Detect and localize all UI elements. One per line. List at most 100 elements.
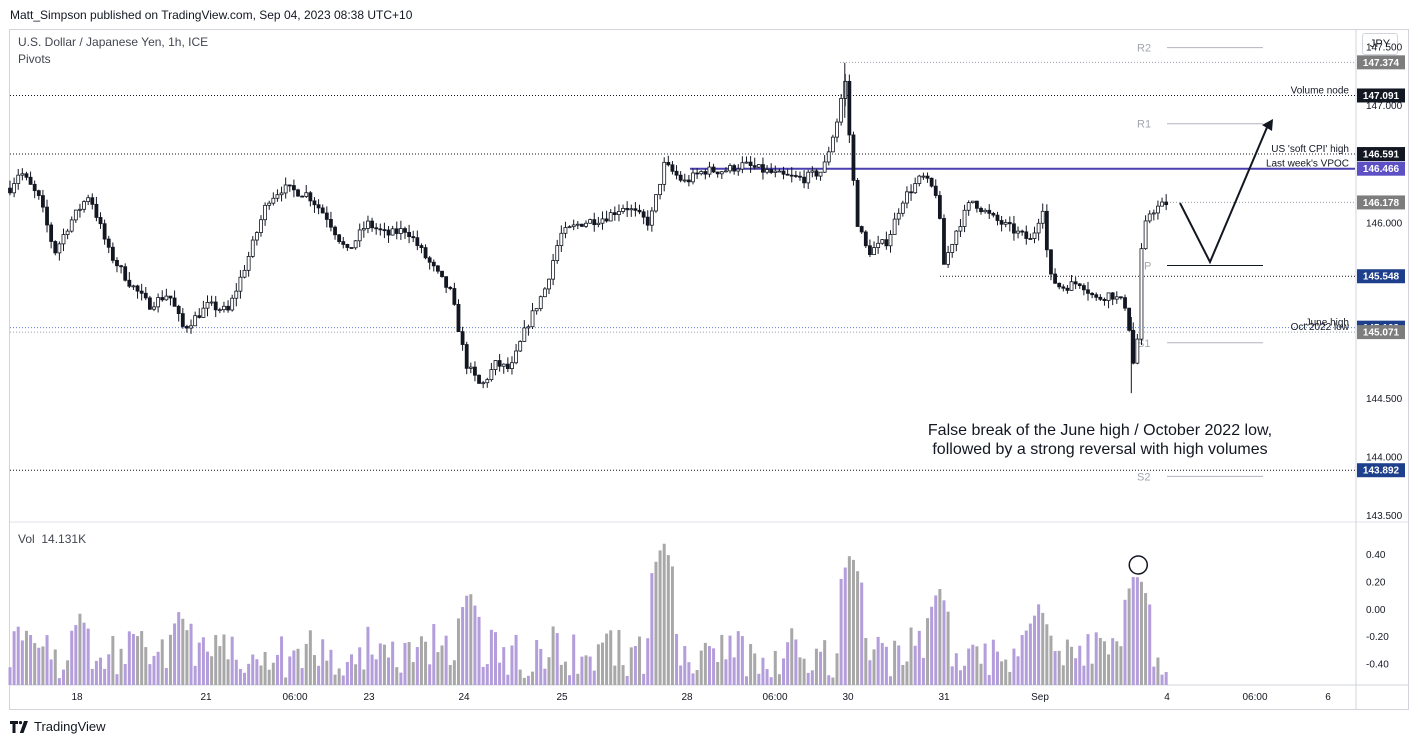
candle-body — [73, 209, 78, 221]
candle-body — [147, 297, 152, 310]
volume-bar — [1065, 639, 1069, 685]
volume-bar — [650, 573, 654, 685]
volume-bar — [123, 663, 127, 685]
candle-body — [917, 175, 922, 184]
candle-body — [929, 177, 934, 187]
candle-body — [1024, 231, 1029, 239]
volume-bar — [539, 648, 543, 685]
currency-button[interactable]: JPY — [1362, 33, 1398, 55]
volume-bar — [99, 657, 103, 685]
volume-bar — [1016, 656, 1020, 685]
price-tag — [1357, 55, 1405, 70]
volume-bar — [127, 631, 131, 685]
candle-body — [259, 219, 263, 233]
volume-bar — [395, 667, 399, 685]
pivot-label: S1 — [1137, 338, 1150, 350]
candle-body — [349, 247, 354, 249]
candle-body — [580, 223, 584, 227]
volume-bar — [617, 629, 621, 685]
volume-tick-label: -0.40 — [1366, 659, 1389, 670]
time-tick-label: 23 — [363, 692, 375, 703]
candle-body — [826, 151, 831, 163]
candle-body — [658, 183, 662, 196]
volume-bar — [317, 665, 321, 685]
candle-body — [966, 202, 971, 211]
volume-bar — [329, 649, 333, 685]
candle-body — [946, 252, 950, 265]
volume-bar — [806, 672, 810, 685]
level-label: Last week's VPOC — [1266, 159, 1349, 170]
candle-body — [987, 209, 992, 214]
time-tick-label: 18 — [71, 692, 83, 703]
volume-bar — [1086, 634, 1090, 685]
volume-bar — [860, 582, 864, 685]
volume-bar — [580, 656, 584, 685]
volume-bar — [366, 626, 370, 685]
candle-body — [695, 172, 700, 175]
candle-body — [300, 195, 305, 198]
volume-bar — [1102, 641, 1106, 685]
candle-body — [736, 168, 741, 172]
time-tick-label: 25 — [556, 692, 568, 703]
candle-body — [160, 297, 165, 301]
volume-bar — [716, 661, 720, 685]
volume-bar — [494, 632, 498, 685]
volume-bar — [399, 672, 403, 685]
volume-tick-label: 0.20 — [1366, 577, 1386, 588]
volume-highlight-circle — [1128, 555, 1149, 575]
candle-body — [530, 310, 535, 328]
volume-bar — [798, 657, 802, 685]
volume-bar — [744, 676, 748, 685]
candle-body — [806, 171, 811, 184]
candle-body — [518, 341, 523, 352]
volume-bar — [177, 612, 181, 685]
candle-body — [201, 307, 206, 318]
candle-body — [1077, 283, 1082, 286]
volume-bar — [1061, 665, 1065, 685]
candle-body — [1044, 210, 1049, 251]
candle-body — [489, 369, 494, 381]
candle-body — [950, 244, 955, 253]
volume-bar — [461, 607, 465, 685]
volume-bar — [786, 642, 790, 685]
candle-body — [94, 203, 99, 218]
volume-bar — [189, 623, 193, 685]
volume-bar — [642, 673, 646, 685]
candle-body — [1151, 212, 1156, 215]
volume-bar — [234, 659, 238, 685]
volume-bar — [703, 642, 707, 685]
volume-bar — [856, 571, 860, 685]
candle-body — [176, 305, 181, 315]
candle-body — [707, 166, 712, 175]
volume-bar — [1020, 635, 1024, 685]
candle-body — [230, 297, 235, 311]
candle-body — [423, 247, 428, 259]
candle-body — [139, 290, 144, 294]
candle-body — [1053, 273, 1057, 284]
candle-body — [888, 234, 893, 247]
candle-body — [975, 200, 979, 209]
volume-tick-label: 0.00 — [1366, 605, 1386, 616]
volume-bar — [325, 660, 329, 685]
time-tick-label: 30 — [842, 692, 854, 703]
volume-bar — [1139, 581, 1143, 685]
candle-body — [612, 212, 617, 216]
volume-bar — [90, 668, 94, 685]
candle-body — [970, 200, 975, 204]
candle-body — [1003, 222, 1008, 225]
volume-bar — [1045, 624, 1049, 685]
volume-bar — [773, 650, 777, 685]
tradingview-logo[interactable]: TradingView — [10, 719, 106, 734]
volume-bar — [934, 595, 938, 685]
volume-bar — [436, 652, 440, 685]
volume-bar — [761, 657, 765, 685]
candle-body — [168, 295, 173, 299]
price-tag — [1357, 195, 1405, 210]
candle-body — [213, 301, 218, 311]
volume-bar — [45, 635, 49, 685]
volume-bar — [57, 678, 61, 685]
volume-bar — [782, 658, 786, 685]
candle-body — [217, 309, 222, 312]
candle-body — [291, 185, 296, 191]
